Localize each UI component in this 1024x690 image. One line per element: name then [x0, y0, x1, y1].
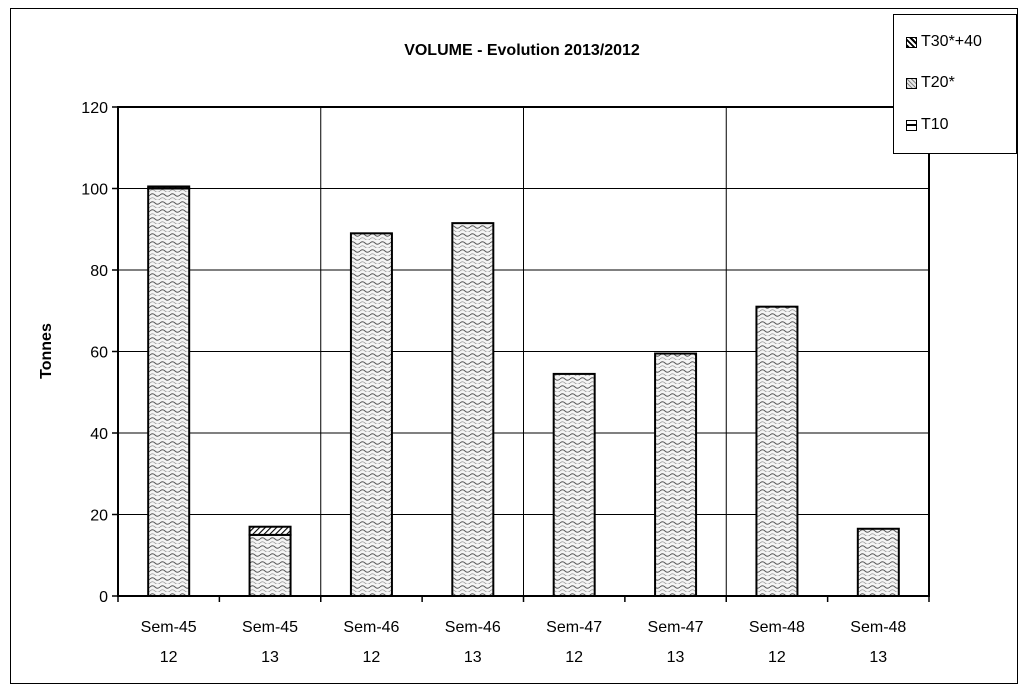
legend: T30*+40 T20* T10 — [893, 14, 1017, 154]
legend-label: T20* — [921, 74, 955, 91]
bar-t20 — [349, 232, 393, 597]
y-axis-label: Tonnes — [38, 323, 55, 379]
y-tick-label: 80 — [90, 263, 108, 280]
gridlines — [118, 106, 929, 597]
bar-t30-40 — [248, 525, 292, 536]
legend-label: T10 — [921, 116, 949, 133]
x-tick-label-year: 12 — [363, 649, 381, 666]
bar-t20 — [451, 222, 495, 597]
y-tick-label: 20 — [90, 508, 108, 525]
legend-swatch-t30-40 — [906, 36, 917, 48]
x-tick-label-year: 12 — [565, 649, 583, 666]
y-tick-label: 120 — [81, 100, 108, 117]
x-tick-label-week: Sem-45 — [242, 619, 298, 636]
x-tick-label-week: Sem-47 — [648, 619, 704, 636]
legend-swatch-t20 — [906, 77, 917, 89]
y-tick-label: 100 — [81, 182, 108, 199]
x-tick-label-week: Sem-47 — [546, 619, 602, 636]
bar-t20 — [552, 372, 596, 597]
x-tick-label-year: 13 — [464, 649, 482, 666]
x-tick-label-year: 13 — [261, 649, 279, 666]
x-tick-label-year: 13 — [869, 649, 887, 666]
x-tick-label-week: Sem-46 — [343, 619, 399, 636]
axes: 0 20 40 60 80 100 120 Sem-45 12 Sem-45 13 Sem-46 12 S… — [81, 100, 930, 666]
bar-t20 — [147, 187, 191, 597]
x-tick-label-week: Sem-48 — [749, 619, 805, 636]
legend-item-t30-40: T30*+40 — [906, 32, 982, 52]
legend-swatch-t10 — [906, 119, 917, 131]
x-tick-label-week: Sem-48 — [850, 619, 906, 636]
y-tick-label: 60 — [90, 345, 108, 362]
x-tick-label-year: 12 — [768, 649, 786, 666]
x-tick-label-week: Sem-46 — [445, 619, 501, 636]
x-tick-label-week: Sem-45 — [141, 619, 197, 636]
y-tick-label: 0 — [99, 589, 108, 606]
legend-label: T30*+40 — [921, 33, 982, 50]
legend-item-t10: T10 — [906, 115, 949, 135]
x-tick-label-year: 12 — [160, 649, 178, 666]
bar-t20 — [654, 352, 698, 597]
legend-item-t20: T20* — [906, 73, 955, 93]
y-tick-label: 40 — [90, 426, 108, 443]
bar-t30-40 — [147, 185, 191, 190]
x-tick-label-year: 13 — [667, 649, 685, 666]
bar-t20 — [755, 305, 799, 597]
bars — [147, 185, 900, 598]
bar-t20 — [856, 527, 900, 598]
chart-title: VOLUME - Evolution 2013/2012 — [404, 42, 640, 59]
bar-t20 — [248, 533, 292, 597]
